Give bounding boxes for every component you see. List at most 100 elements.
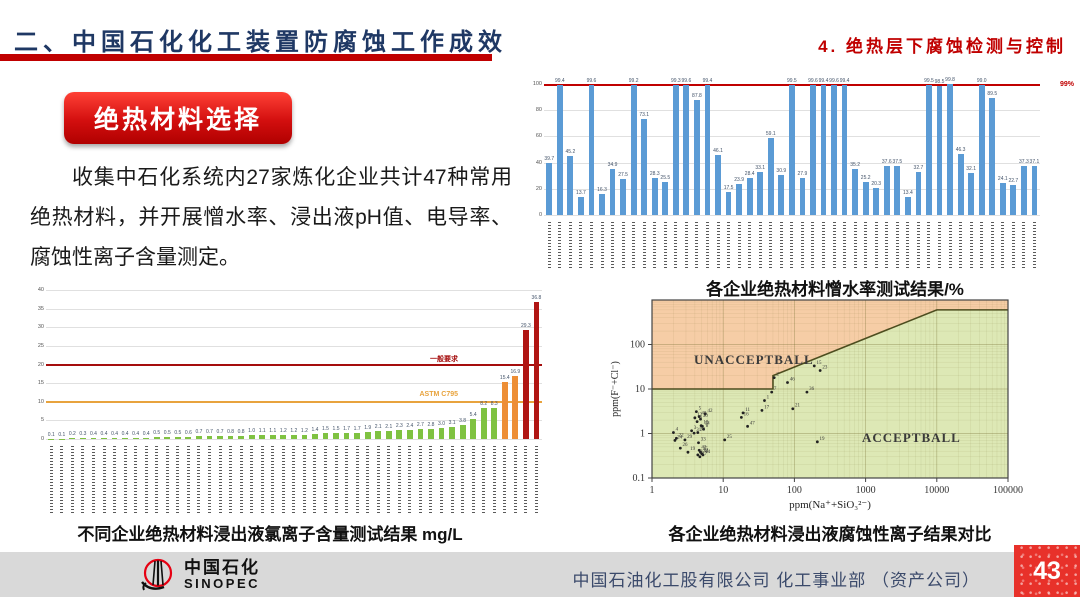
bar-column: 99.8 [945,77,956,215]
bar-value-label: 89.5 [987,90,998,97]
bar-column: 46.3 [955,84,966,215]
bar [132,437,139,439]
bar-column: 1.2 [299,290,310,439]
bar [1031,166,1038,215]
illegible-x-label [482,446,486,513]
bar-value-label: 0.2 [68,431,76,438]
bar-column: 25.2 [860,84,871,215]
illegible-x-label [727,222,731,269]
x-tick [173,443,184,516]
bar-column: 1.1 [257,290,268,439]
data-point [692,431,696,435]
bar-column: 33.1 [755,84,766,215]
x-tick-label: 10 [718,485,728,496]
illegible-x-label [302,446,306,513]
y-tick-label: 40 [37,287,44,293]
bar-value-label: 0.7 [205,429,213,436]
x-tick [976,219,987,272]
bar [312,433,318,439]
bar-value-label: 32.7 [913,165,924,172]
chart-x-labels [544,219,1040,272]
illegible-x-label [547,222,551,269]
x-tick [639,219,650,272]
illegible-x-label [503,446,507,513]
bar-column: 0.6 [183,290,194,439]
x-tick [628,219,639,272]
bar-column: 37.5 [892,84,903,215]
y-tick-label: 15 [37,380,44,387]
chart-caption-scatter: 各企业绝热材料浸出液腐蚀性离子结果对比 [668,525,992,544]
bar [978,85,985,215]
bar [767,137,774,215]
x-tick [713,219,724,272]
data-point-label: 25 [727,435,733,440]
illegible-x-label [513,446,517,513]
x-tick [521,443,532,516]
illegible-x-label [144,446,148,513]
y-tick-label: 80 [535,107,542,114]
bar-value-label: 36.8 [531,294,542,301]
bar [820,84,827,215]
x-tick [46,443,57,516]
illegible-x-label [853,222,857,269]
bar-column: 37.6 [882,84,893,215]
x-tick [341,443,352,516]
bar-value-label: 98.5 [934,78,945,85]
bar-value-label: 45.2 [565,148,576,155]
illegible-x-label [927,222,931,269]
topic-badge: 绝热材料选择 [64,92,293,144]
x-tick [776,219,787,272]
bar [852,168,859,215]
bar-column: 1.2 [278,290,289,439]
bar [694,99,700,215]
illegible-x-label [695,222,699,269]
bar-value-label: 39.7 [544,156,555,162]
bar-value-label: 59.1 [765,130,776,137]
bar-column: 1.2 [289,290,300,439]
data-point-label: 2 [776,373,779,378]
illegible-x-label [534,446,538,513]
bar [259,434,266,439]
bar-value-label: 16.3 [597,186,607,193]
bar-value-label: 99.6 [681,77,692,84]
illegible-x-label [1011,222,1015,269]
data-point [786,381,789,384]
bar-column: 20.3 [871,84,882,215]
bar-value-label: 37.6 [881,158,892,165]
bar [364,431,371,439]
bar [831,84,837,215]
gridline [46,327,542,329]
x-tick [405,443,416,516]
x-tick-label: 1000 [856,485,876,496]
x-tick [1008,219,1019,272]
bar-column: 1.7 [341,290,352,439]
illegible-x-label [461,446,465,513]
data-point-label: 14 [705,421,711,426]
x-tick [310,443,321,516]
x-tick [544,219,555,272]
x-tick [162,443,173,516]
data-point-label: 4 [676,428,679,433]
illegible-x-label [450,446,454,513]
illegible-x-label [271,446,275,513]
data-point [673,438,677,442]
bar-column: 1.4 [310,290,321,439]
illegible-x-label [916,222,920,269]
page-number-badge: 43 [1014,545,1080,597]
gridline [46,308,542,310]
y-tick-label: 10 [37,398,44,405]
x-tick [734,219,745,272]
bar [322,433,329,439]
scatter-plot: 1 10 100 1000 10000 100000 0.1 1 10 100 ppm(Na⁺+Si… [610,299,1023,511]
gridline [544,215,1040,216]
bar-value-label: 33.1 [755,164,766,171]
x-tick [692,219,703,272]
bar-value-label: 20.3 [871,181,882,188]
x-tick [860,219,871,272]
bar-column: 98.5 [934,79,945,215]
gridline [46,420,542,422]
bar-value-label: 13.4 [902,190,913,197]
bar [343,432,350,439]
bar-column: 99.6 [586,78,597,215]
bar [459,424,466,439]
